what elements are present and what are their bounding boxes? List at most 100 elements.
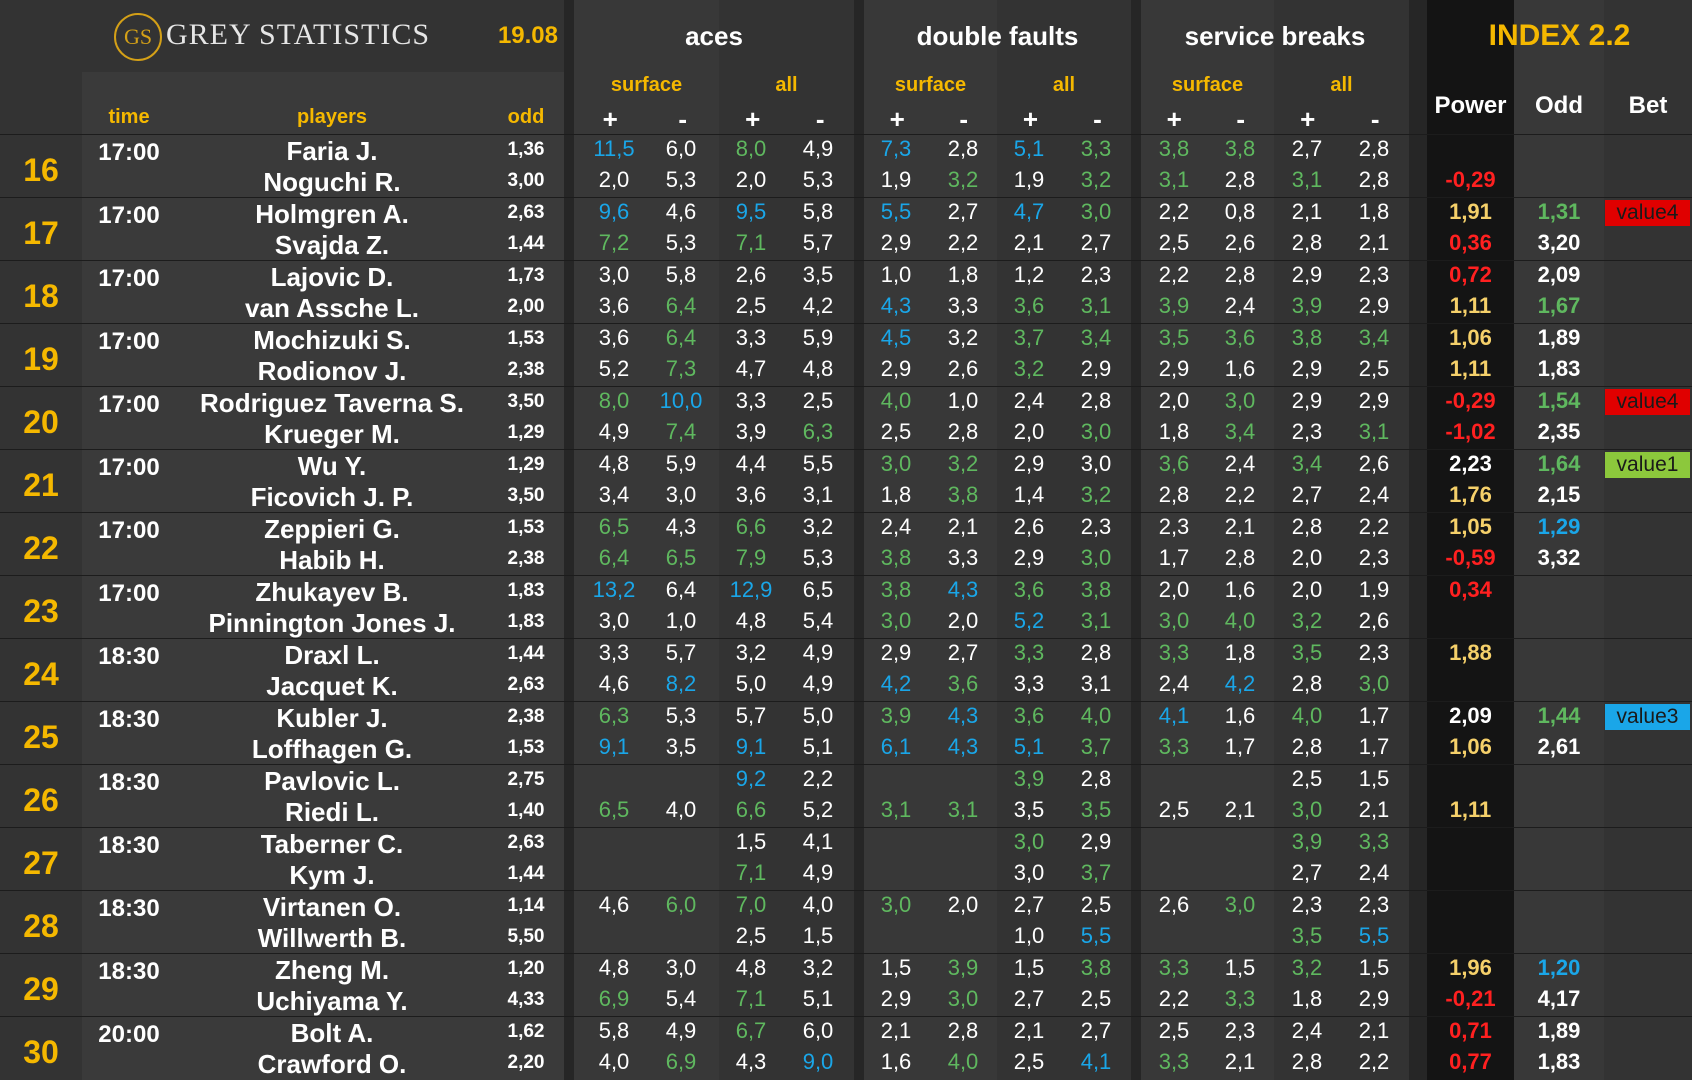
stat-cell: 2,5 [1158,797,1190,822]
stat-cell: 3,5 [1291,923,1323,948]
separator [564,0,574,1080]
match-time: 20:00 [98,1021,160,1048]
player-odd: 2,38 [507,548,545,569]
match-number: 29 [23,970,59,1007]
stat-cell: 4,3 [735,1049,767,1074]
stat-cell: 5,3 [665,230,697,255]
stat-cell: 3,1 [947,797,979,822]
stat-cell: 8,0 [735,136,767,161]
stat-cell: 2,1 [947,514,979,539]
minus-header: - [959,104,969,134]
player-name: Uchiyama Y. [256,986,408,1016]
stat-cell: 2,0 [1291,577,1323,602]
stat-cell: 3,2 [735,640,767,665]
stat-cell: 3,0 [1358,671,1390,696]
stat-cell: 3,7 [1080,860,1112,885]
stat-cell: 3,8 [1291,325,1323,350]
stat-cell: 2,1 [1224,797,1256,822]
match-time: 17:00 [98,265,160,292]
stat-cell: 4,3 [947,734,979,759]
plus-header: + [602,104,618,134]
index-odd-value: 4,17 [1537,986,1581,1011]
player-odd: 1,14 [507,895,545,916]
stat-cell: 5,7 [802,230,834,255]
match-row: 30 20:00 Bolt A. 1,62 5,8 4,9 6,7 6,0 2,1 2,8 2,1 2… [0,1016,1692,1080]
player-odd: 2,38 [507,359,545,380]
index-odd-value: 2,15 [1537,482,1581,507]
stat-cell: 2,9 [1080,356,1112,381]
stat-cell: 3,0 [1013,860,1045,885]
stat-cell: 3,3 [1358,829,1390,854]
stat-cell: 6,1 [880,734,912,759]
player-name: Taberner C. [260,829,404,859]
stat-cell: 3,0 [1080,451,1112,476]
stat-cell: 5,1 [802,986,834,1011]
power-value: 1,06 [1449,734,1492,759]
stat-cell: 1,5 [735,829,767,854]
player-name: Habib H. [279,545,385,575]
sub-surface-0: surface [610,74,683,96]
stat-cell: 13,2 [592,577,636,602]
stat-cell: 5,0 [735,671,767,696]
stat-cell: 3,8 [880,545,912,570]
stat-cell: 1,9 [1013,167,1045,192]
index-odd-value: 1,44 [1537,703,1581,728]
stat-cell: 4,0 [802,892,834,917]
stat-cell: 3,2 [1013,356,1045,381]
stat-cell: 2,0 [735,167,767,192]
stat-cell: 3,6 [598,325,630,350]
player-name: Kym J. [289,860,375,890]
stat-cell: 5,3 [665,167,697,192]
stat-cell: 3,5 [665,734,697,759]
player-name: Mochizuki S. [253,325,411,355]
match-row: 20 17:00 Rodriguez Taverna S. 3,50 8,0 10,0 3,… [0,386,1692,450]
stat-cell: 3,9 [1013,766,1045,791]
stat-cell: 7,4 [665,419,697,444]
stat-cell: 4,3 [947,703,979,728]
stat-cell: 4,4 [735,451,767,476]
stat-cell: 4,5 [880,325,912,350]
stat-cell: 3,1 [1358,419,1390,444]
stat-cell: 2,8 [947,419,979,444]
player-odd: 1,44 [507,643,545,664]
stat-cell: 7,3 [880,136,912,161]
stat-cell: 3,4 [1291,451,1323,476]
player-name: Kubler J. [276,703,388,733]
stat-cell: 3,5 [802,262,834,287]
stat-cell: 9,1 [598,734,630,759]
separator [854,0,864,1080]
stat-cell: 1,8 [1158,419,1190,444]
stat-cell: 9,2 [735,766,767,791]
player-odd: 1,36 [507,139,545,160]
stat-cell: 3,1 [1158,167,1190,192]
stat-cell: 3,4 [1080,325,1112,350]
stat-cell: 2,6 [735,262,767,287]
stat-cell: 2,4 [1013,388,1045,413]
stat-cell: 8,0 [598,388,630,413]
stat-cell: 3,0 [1080,419,1112,444]
stat-cell: 4,7 [735,356,767,381]
stat-cell: 4,2 [1224,671,1256,696]
stat-cell: 3,3 [735,325,767,350]
player-name: Riedi L. [285,797,379,827]
stat-cell: 1,5 [880,955,912,980]
stat-cell: 4,9 [598,419,630,444]
power-value: 0,77 [1449,1049,1492,1074]
stat-cell: 3,0 [665,482,697,507]
stat-cell: 4,9 [665,1018,697,1043]
stat-cell: 3,2 [947,451,979,476]
player-name: Zeppieri G. [264,514,400,544]
stat-cell: 1,5 [1358,955,1390,980]
stat-cell: 3,6 [947,671,979,696]
bet-badge: value1 [1605,452,1690,478]
stat-cell: 2,8 [1080,388,1112,413]
stat-cell: 2,8 [947,136,979,161]
index-odd-value: 2,09 [1537,262,1581,287]
stat-cell: 7,3 [665,356,697,381]
player-odd: 1,20 [507,958,545,979]
stat-cell: 6,5 [802,577,834,602]
time-header: time [108,106,150,128]
player-odd: 1,53 [507,328,545,349]
stat-cell: 2,5 [735,923,767,948]
odd-header: odd [507,106,545,128]
